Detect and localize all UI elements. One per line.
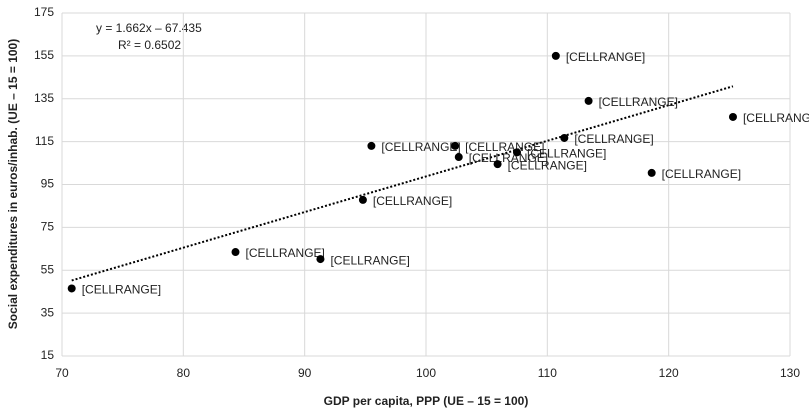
point <box>551 51 560 60</box>
point <box>358 195 367 204</box>
y-tick-label: 35 <box>41 305 55 319</box>
point <box>367 141 376 150</box>
point-label: [CELLRANGE] <box>469 151 548 165</box>
point-label: [CELLRANGE] <box>743 111 809 125</box>
y-tick-label: 15 <box>41 348 55 362</box>
x-tick-label: 120 <box>659 366 679 380</box>
y-tick-label: 155 <box>34 48 54 62</box>
x-tick-label: 80 <box>177 366 191 380</box>
x-tick-label: 90 <box>298 366 312 380</box>
point-label: [CELLRANGE] <box>566 50 645 64</box>
x-tick-label: 70 <box>55 366 69 380</box>
y-tick-label: 55 <box>41 262 55 276</box>
point <box>647 168 656 177</box>
y-axis-title: Social expenditures in euros/inhab. (UE … <box>6 39 20 329</box>
point <box>454 153 463 162</box>
trendline <box>71 85 734 282</box>
y-tick-label: 135 <box>34 91 54 105</box>
point-label: [CELLRANGE] <box>381 140 460 154</box>
y-tick-label: 115 <box>35 134 54 148</box>
x-tick-label: 130 <box>780 366 800 380</box>
point-label: [CELLRANGE] <box>82 283 161 297</box>
point-label: [CELLRANGE] <box>527 147 606 161</box>
point-label: [CELLRANGE] <box>599 95 678 109</box>
point-label: [CELLRANGE] <box>662 167 741 181</box>
trendline-equation: y = 1.662x – 67.435 <box>96 21 202 35</box>
x-tick-label: 100 <box>416 366 436 380</box>
x-tick-label: 110 <box>538 366 557 380</box>
point <box>316 255 325 264</box>
point <box>513 148 521 157</box>
point <box>560 133 569 142</box>
point <box>67 284 76 293</box>
point-label: [CELLRANGE] <box>330 253 409 267</box>
y-tick-label: 175 <box>34 5 54 19</box>
point-label: [CELLRANGE] <box>373 194 452 208</box>
point-label: [CELLRANGE] <box>246 246 325 260</box>
point <box>584 96 593 105</box>
y-tick-label: 75 <box>41 220 55 234</box>
point <box>451 141 460 150</box>
point-label: [CELLRANGE] <box>574 132 653 146</box>
point <box>231 248 240 257</box>
point-label: [CELLRANGE] <box>465 140 544 154</box>
point-label: [CELLRANGE] <box>508 158 587 172</box>
point <box>493 160 502 169</box>
point <box>728 112 737 121</box>
y-tick-label: 95 <box>41 177 55 191</box>
x-axis-title: GDP per capita, PPP (UE – 15 = 100) <box>324 394 529 408</box>
trendline-r2: R² = 0.6502 <box>118 38 181 52</box>
